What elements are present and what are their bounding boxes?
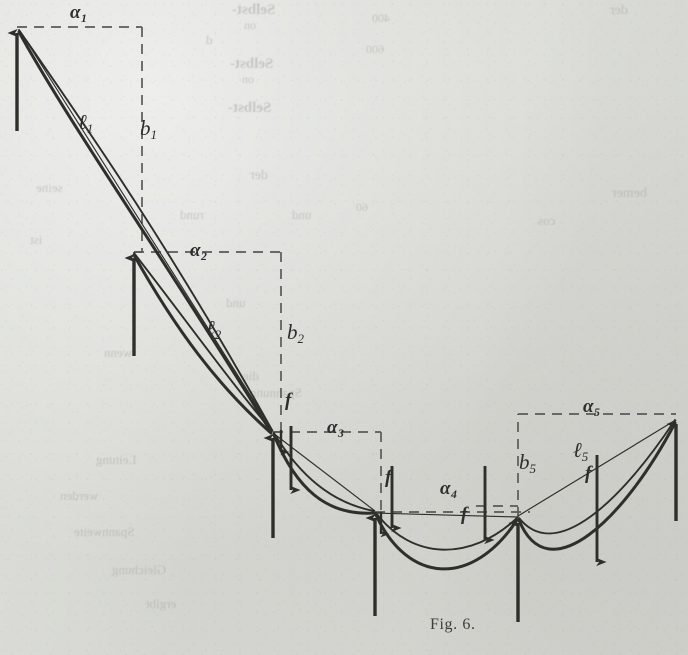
alpha-2-label: α2 xyxy=(190,240,208,263)
alpha-1-label: α1 xyxy=(70,2,88,25)
height-2-label: b2 xyxy=(287,320,305,347)
construction-lines xyxy=(17,26,676,517)
chord-span-3 xyxy=(272,432,376,512)
curve-inner-span-4 xyxy=(375,512,518,551)
support-masts xyxy=(7,28,678,622)
length-1-subscript: 1 xyxy=(86,121,94,137)
chord-span-4 xyxy=(374,512,519,518)
chord-span-1-2 xyxy=(19,30,274,432)
curve-outer-span-4 xyxy=(374,513,519,571)
length-5-subscript: 5 xyxy=(581,449,589,465)
alpha-3-subscript: 3 xyxy=(338,426,345,440)
conductor-curve-inner xyxy=(18,29,676,551)
height-1-label: b1 xyxy=(140,116,158,143)
sag-span3-label: f xyxy=(385,467,392,488)
curve-inner-span-2 xyxy=(133,252,273,432)
length-2-label: ℓ2 xyxy=(206,316,222,343)
curve-outer-span-5 xyxy=(517,421,677,551)
curve-inner-span-1 xyxy=(18,29,273,431)
figure-caption: Fig. 6. xyxy=(430,616,476,633)
sag-span5-label: f xyxy=(585,463,592,484)
curve-inner-span-3 xyxy=(273,432,375,512)
curve-outer-span-2 xyxy=(132,253,273,435)
height-5-label: b5 xyxy=(519,450,537,477)
alpha-5-subscript: 5 xyxy=(594,405,601,419)
alpha-3-label: α3 xyxy=(327,417,345,440)
height-2-subscript: 2 xyxy=(297,331,305,347)
height-5-subscript: 5 xyxy=(529,461,537,477)
alpha-4-label: α4 xyxy=(440,478,458,501)
sag-span4-label: f xyxy=(461,504,468,525)
alpha-4-subscript: 4 xyxy=(451,487,458,501)
conductor-curve-outer xyxy=(17,30,677,571)
sag-span2-label: f xyxy=(285,390,292,411)
alpha-1-subscript: 1 xyxy=(81,11,88,25)
length-5-label: ℓ5 xyxy=(573,438,589,465)
height-1-subscript: 1 xyxy=(150,127,158,143)
alpha-2-subscript: 2 xyxy=(201,249,208,263)
sag-arrows-secondary xyxy=(279,430,390,538)
length-2-subscript: 2 xyxy=(214,327,222,343)
sag-arrows xyxy=(289,426,607,567)
curve-outer-span-3 xyxy=(272,433,376,515)
length-1-label: ℓ1 xyxy=(78,110,94,137)
curve-outer-span-1 xyxy=(17,30,273,434)
curve-inner-span-5 xyxy=(518,419,676,535)
alpha-5-label: α5 xyxy=(583,396,601,419)
